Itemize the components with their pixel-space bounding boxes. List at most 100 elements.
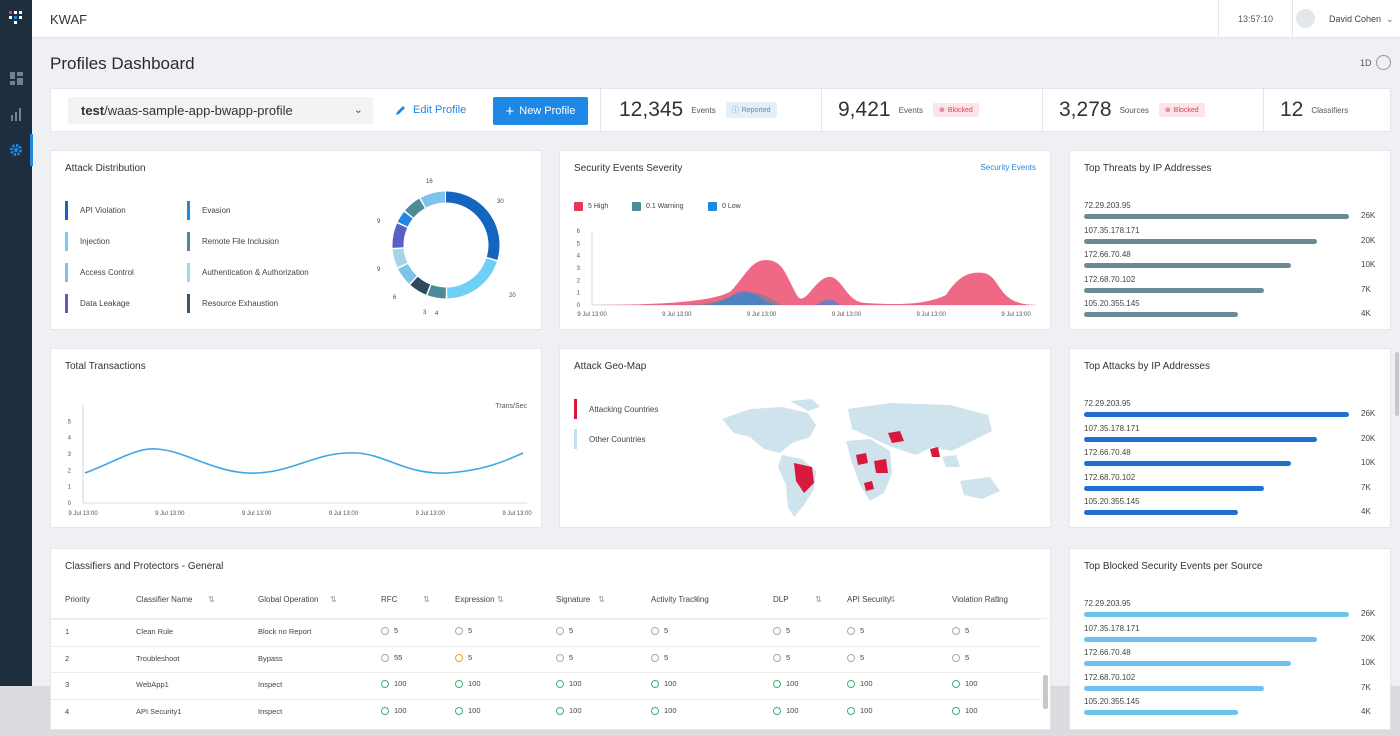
- edit-profile-button[interactable]: Edit Profile: [395, 96, 466, 124]
- user-avatar-icon[interactable]: [1296, 9, 1315, 28]
- sort-icon[interactable]: ⇅: [598, 595, 605, 604]
- severity-legend-item[interactable]: 0.1 Warning: [632, 202, 683, 211]
- check-circle-icon: [651, 706, 659, 715]
- y-tick-label: 2: [577, 278, 581, 284]
- ip-bar: [1084, 461, 1291, 466]
- security-events-link[interactable]: Security Events: [980, 163, 1036, 172]
- status-value: 100: [965, 705, 978, 715]
- legend-label: Authentication & Authorization: [202, 268, 309, 277]
- attack-geo-map-card: Attack Geo-Map Attacking Countries Other…: [559, 348, 1051, 528]
- top-attacks-card: Top Attacks by IP Addresses 72.29.203.95…: [1069, 348, 1391, 528]
- high-series-area: [592, 260, 1036, 305]
- sort-icon[interactable]: ⇅: [889, 595, 896, 604]
- row-divider: [51, 619, 1041, 620]
- status-value: 5: [786, 652, 791, 662]
- settings-gear-icon[interactable]: [6, 140, 26, 160]
- check-circle-icon: [381, 680, 389, 689]
- status-cell: 100: [847, 679, 873, 689]
- column-header[interactable]: Global Operation: [258, 595, 319, 604]
- status-cell: 100: [952, 679, 978, 689]
- row-divider: [51, 698, 1041, 700]
- status-cell: 5: [952, 653, 969, 662]
- chart-unit: Trans/Sec: [495, 403, 527, 410]
- check-circle-icon: [847, 706, 855, 715]
- badge-label: Blocked: [947, 106, 973, 114]
- x-tick-label: 9 Jul 13:00: [832, 312, 862, 318]
- check-circle-icon: [556, 680, 564, 689]
- check-circle-icon: [651, 680, 659, 689]
- classifier-name[interactable]: WebApp1: [136, 680, 169, 689]
- ip-value: 7K: [1361, 482, 1371, 492]
- y-tick-label: 1: [68, 485, 72, 491]
- neutral-circle-icon: [952, 627, 960, 636]
- status-cell: 100: [455, 679, 481, 689]
- classifier-name[interactable]: Clean Rule: [136, 627, 174, 636]
- y-tick-label: 3: [68, 452, 72, 458]
- status-value: 5: [965, 626, 970, 635]
- status-cell: 5: [455, 653, 472, 662]
- neutral-circle-icon: [381, 653, 389, 662]
- status-cell: 5: [556, 626, 573, 636]
- status-cell: 100: [381, 679, 407, 689]
- ip-bar: [1084, 287, 1265, 293]
- app-logo-icon: [9, 11, 22, 24]
- column-header[interactable]: RFC: [381, 595, 398, 604]
- dashboard-icon[interactable]: [6, 68, 26, 88]
- severity-legend-item[interactable]: 0 Low: [708, 202, 741, 211]
- neutral-circle-icon: [556, 627, 564, 636]
- status-cell: 100: [847, 706, 873, 715]
- donut-label: 3: [423, 310, 427, 316]
- ip-bar: [1084, 485, 1265, 491]
- column-header[interactable]: Priority: [65, 595, 90, 604]
- neutral-circle-icon: [651, 627, 659, 636]
- profile-select[interactable]: test/waas-sample-app-bwapp-profile ⌄: [68, 97, 373, 124]
- sort-icon[interactable]: ⇅: [330, 595, 337, 604]
- priority-cell: 4: [65, 706, 70, 716]
- status-value: 5: [468, 626, 473, 635]
- ip-value: 7K: [1361, 284, 1371, 294]
- clock-icon[interactable]: [1376, 55, 1391, 70]
- column-header[interactable]: Signature: [556, 595, 591, 604]
- column-header[interactable]: Violation Rating: [952, 595, 1008, 604]
- column-header[interactable]: DLP: [773, 595, 789, 604]
- status-cell: 100: [556, 679, 582, 689]
- status-cell: 5: [773, 626, 790, 636]
- period-selector[interactable]: 1D: [1360, 58, 1372, 68]
- sort-icon[interactable]: ⇅: [208, 595, 215, 604]
- sort-icon[interactable]: ⇅: [693, 595, 700, 604]
- column-header[interactable]: Expression: [455, 595, 495, 604]
- page-scrollbar[interactable]: [1395, 352, 1399, 416]
- pencil-icon: [396, 106, 405, 115]
- sort-icon[interactable]: ⇅: [994, 595, 1001, 604]
- status-cell: 100: [773, 679, 799, 689]
- card-title: Attack Distribution: [65, 163, 146, 174]
- column-header[interactable]: API Security: [847, 595, 892, 604]
- chevron-down-icon[interactable]: ⌄: [353, 104, 363, 116]
- check-circle-icon: [773, 680, 781, 689]
- new-profile-button[interactable]: + New Profile: [493, 97, 588, 125]
- legend-swatch: [187, 201, 190, 220]
- priority-cell: 2: [65, 653, 70, 663]
- check-circle-icon: [952, 680, 960, 689]
- column-header[interactable]: Activity Tracking: [651, 595, 709, 604]
- legend-label: Data Leakage: [80, 299, 130, 308]
- stat-blocked-events: 9,421 Events ⊗ Blocked: [821, 89, 1042, 131]
- sort-icon[interactable]: ⇅: [815, 595, 822, 604]
- column-header[interactable]: Classifier Name: [136, 595, 193, 604]
- classifier-name[interactable]: Troubleshoot: [136, 653, 180, 663]
- neutral-circle-icon: [773, 627, 781, 636]
- classifier-name[interactable]: API Security1: [136, 706, 182, 716]
- legend-item: Data Leakage: [65, 294, 130, 313]
- analytics-icon[interactable]: [6, 104, 26, 124]
- table-scrollbar[interactable]: [1043, 675, 1048, 709]
- ip-value: 26K: [1361, 609, 1376, 618]
- stat-value: 3,278: [1059, 98, 1112, 121]
- chevron-down-icon[interactable]: ⌄: [1386, 14, 1394, 24]
- reported-badge: ⓘ Reported: [725, 102, 777, 118]
- y-tick-label: 1: [577, 291, 581, 297]
- severity-legend-item[interactable]: 5 High: [574, 202, 608, 211]
- sort-icon[interactable]: ⇅: [497, 595, 504, 604]
- ip-address: 172.66.70.48: [1084, 250, 1131, 259]
- user-name[interactable]: David Cohen: [1329, 14, 1382, 24]
- sort-icon[interactable]: ⇅: [423, 595, 430, 604]
